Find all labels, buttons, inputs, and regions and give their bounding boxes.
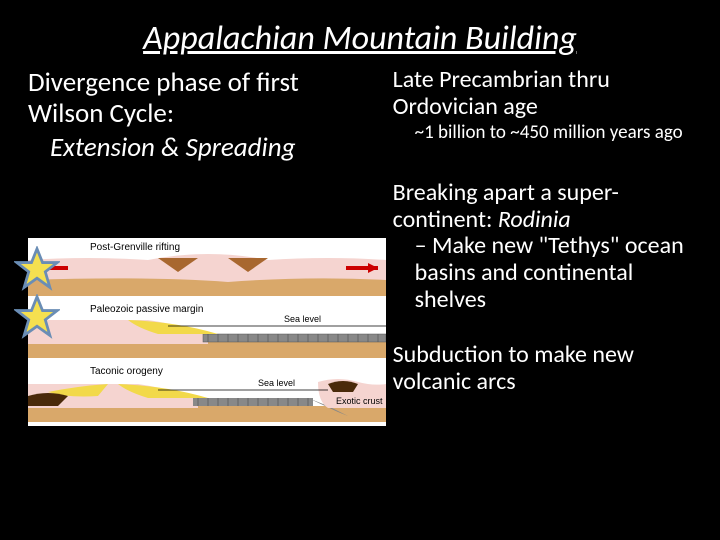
panel2-label: Paleozoic passive margin bbox=[90, 304, 203, 315]
age-detail: ~1 billion to ~450 million years ago bbox=[415, 123, 692, 144]
slide-title: Appalachian Mountain Building bbox=[0, 0, 720, 67]
rodinia-text: Breaking apart a super-continent: Rodini… bbox=[393, 180, 692, 234]
star-icon bbox=[14, 294, 60, 340]
right-column: Late Precambrian thru Ordovician age ~1 … bbox=[393, 67, 692, 418]
age-block: Late Precambrian thru Ordovician age ~1 … bbox=[393, 67, 692, 144]
phase-subheading: Extension & Spreading bbox=[50, 131, 375, 164]
panel3-label: Taconic orogeny bbox=[90, 366, 163, 377]
phase-heading: Divergence phase of first Wilson Cycle: bbox=[28, 67, 375, 129]
subduction-block: Subduction to make new volcanic arcs bbox=[393, 342, 692, 396]
rodinia-name: Rodinia bbox=[498, 205, 571, 234]
geology-diagram: Post-Grenville rifting bbox=[28, 238, 386, 426]
panel2-sealevel: Sea level bbox=[284, 314, 321, 324]
age-heading: Late Precambrian thru Ordovician age bbox=[393, 67, 692, 121]
panel-taconic bbox=[28, 362, 386, 422]
rodinia-detail: – Make new "Tethys" ocean basins and con… bbox=[415, 233, 692, 314]
rodinia-block: Breaking apart a super-continent: Rodini… bbox=[393, 180, 692, 314]
panel-rifting bbox=[28, 238, 386, 298]
panel3-exotic: Exotic crust bbox=[336, 396, 383, 406]
star-icon bbox=[14, 246, 60, 292]
diagram-svg: Post-Grenville rifting bbox=[28, 238, 386, 426]
subduction-text: Subduction to make new volcanic arcs bbox=[393, 342, 692, 396]
panel1-label: Post-Grenville rifting bbox=[90, 242, 180, 253]
panel-passive-margin bbox=[28, 300, 386, 360]
panel3-sealevel: Sea level bbox=[258, 378, 295, 388]
